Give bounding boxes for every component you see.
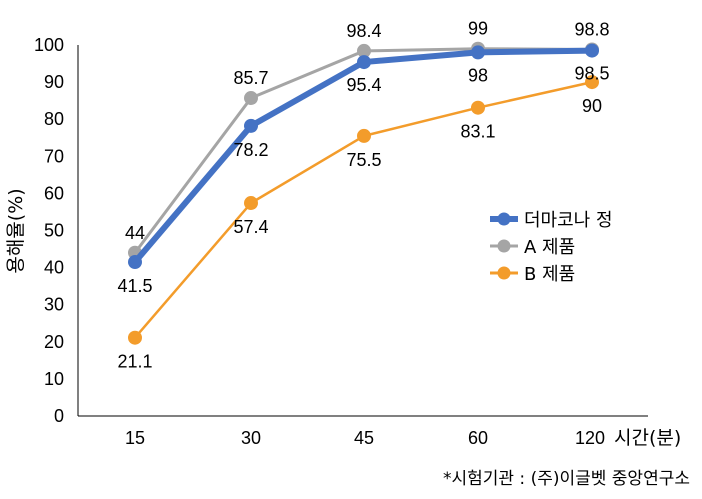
y-tick-label: 90 xyxy=(44,72,64,92)
legend-swatch-marker xyxy=(497,239,511,253)
data-label: 98.4 xyxy=(346,21,381,41)
data-label: 44 xyxy=(125,223,145,243)
legend: 더마코나 정 A 제품 B 제품 xyxy=(490,210,613,285)
data-point xyxy=(585,43,599,58)
y-axis-title: 용해율(%) xyxy=(5,188,27,273)
y-tick-label: 100 xyxy=(34,35,64,55)
x-axis-unit-label: 시간(분) xyxy=(614,427,681,449)
data-point xyxy=(244,118,258,133)
legend-label: 더마코나 정 xyxy=(524,210,613,231)
data-point xyxy=(357,55,371,70)
data-label: 75.5 xyxy=(346,150,381,170)
data-point xyxy=(471,100,485,115)
data-point xyxy=(244,91,258,106)
data-label: 83.1 xyxy=(460,122,495,142)
y-tick-label: 50 xyxy=(44,221,64,241)
data-label: 85.7 xyxy=(233,68,268,88)
data-label: 98.5 xyxy=(574,64,609,84)
data-label: 57.4 xyxy=(233,217,268,237)
data-label: 95.4 xyxy=(346,75,381,95)
legend-label: A 제품 xyxy=(524,237,575,258)
x-tick-label: 60 xyxy=(468,428,488,448)
data-label: 98 xyxy=(468,65,488,85)
data-label: 78.2 xyxy=(233,140,268,160)
data-point xyxy=(128,330,142,345)
legend-item: 더마코나 정 xyxy=(490,210,613,231)
footnote: *시험기관 : (주)이글벳 중앙연구소 xyxy=(442,469,690,489)
data-label: 98.8 xyxy=(574,19,609,39)
legend-swatch-marker xyxy=(497,212,511,226)
x-tick-labels: 15 30 45 60 120 시간(분) xyxy=(125,427,681,449)
x-tick-label: 15 xyxy=(125,428,145,448)
y-tick-label: 0 xyxy=(54,406,64,426)
y-tick-labels: 0 10 20 30 40 50 60 70 80 90 100 xyxy=(34,35,64,426)
data-label: 90 xyxy=(582,96,602,116)
data-label: 99 xyxy=(468,19,488,39)
data-point xyxy=(585,75,599,90)
x-tick-label: 120 xyxy=(575,428,605,448)
axes xyxy=(77,45,648,417)
y-tick-label: 40 xyxy=(44,258,64,278)
legend-item: B 제품 xyxy=(490,264,575,285)
series-group xyxy=(128,41,599,345)
legend-label: B 제품 xyxy=(524,264,575,285)
data-label: 41.5 xyxy=(117,276,152,296)
data-point xyxy=(244,196,258,211)
legend-item: A 제품 xyxy=(490,237,575,258)
x-tick-label: 45 xyxy=(354,428,374,448)
data-point xyxy=(128,255,142,270)
data-point xyxy=(357,128,371,143)
y-tick-label: 80 xyxy=(44,109,64,129)
x-tick-label: 30 xyxy=(241,428,261,448)
data-labels: 41.5 78.2 95.4 98 98.5 44 85.7 98.4 99 98.8 21.1 57… xyxy=(117,19,609,372)
y-tick-label: 30 xyxy=(44,295,64,315)
y-tick-label: 20 xyxy=(44,332,64,352)
data-point xyxy=(357,43,371,58)
data-label: 21.1 xyxy=(117,352,152,372)
y-tick-label: 10 xyxy=(44,369,64,389)
y-tick-label: 70 xyxy=(44,146,64,166)
y-tick-label: 60 xyxy=(44,183,64,203)
legend-swatch-marker xyxy=(497,266,511,280)
data-point xyxy=(471,45,485,60)
